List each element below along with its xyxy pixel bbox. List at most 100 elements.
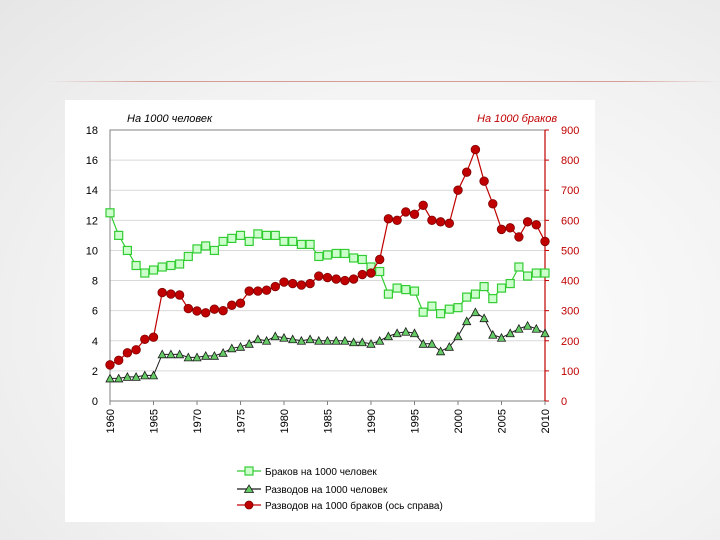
marriages-point bbox=[357, 254, 367, 265]
marriages-point bbox=[427, 301, 437, 311]
marriages-point bbox=[436, 309, 446, 319]
series-line-divorces bbox=[110, 311, 546, 379]
divorce-ratio-point bbox=[314, 271, 324, 281]
x-tick-label: 1960 bbox=[105, 409, 117, 433]
divorces-point bbox=[496, 332, 507, 342]
marriages-point bbox=[131, 260, 141, 271]
divorces-point bbox=[409, 328, 420, 338]
divorce-ratio-point bbox=[392, 215, 402, 226]
divorces-point bbox=[479, 313, 489, 323]
legend-label-marriages: Браков на 1000 человек bbox=[265, 467, 377, 478]
marriages-point bbox=[349, 253, 359, 263]
divorce-ratio-point bbox=[514, 232, 524, 242]
divorces-point bbox=[157, 349, 167, 359]
marriages-point bbox=[209, 245, 219, 256]
marriages-point bbox=[235, 230, 246, 240]
divorces-point bbox=[418, 338, 428, 348]
marriages-point bbox=[375, 266, 385, 277]
divorce-ratio-point bbox=[444, 218, 455, 229]
divorce-ratio-point bbox=[261, 285, 272, 295]
divorce-ratio-point bbox=[462, 167, 472, 177]
right-tick-label: 800 bbox=[561, 155, 579, 167]
divorces-point bbox=[470, 307, 481, 317]
marriages-point bbox=[288, 236, 298, 247]
marriages-point bbox=[523, 271, 533, 281]
divorce-ratio-point bbox=[148, 332, 159, 342]
marriages-point bbox=[340, 248, 350, 259]
left-axis-title: На 1000 человек bbox=[127, 113, 213, 125]
marriages-point bbox=[270, 230, 280, 240]
divorce-ratio-point bbox=[200, 308, 211, 318]
right-tick-label: 900 bbox=[561, 125, 579, 137]
legend-item-divorce-ratio: Разводов на 1000 браков (ось справа) bbox=[237, 500, 443, 512]
marriages-point bbox=[392, 283, 402, 293]
divorce-ratio-point bbox=[488, 199, 498, 209]
divorce-ratio-point bbox=[279, 277, 289, 287]
divorce-ratio-point bbox=[157, 287, 167, 298]
divorce-ratio-point bbox=[383, 214, 394, 224]
divorces-point bbox=[148, 370, 159, 380]
marriages-point bbox=[383, 289, 393, 299]
divorces-point bbox=[514, 323, 524, 333]
divorces-point bbox=[322, 335, 333, 345]
marriages-point bbox=[218, 236, 228, 247]
marriages-point bbox=[322, 250, 333, 260]
divorce-ratio-point bbox=[174, 290, 185, 300]
divorces-point bbox=[122, 372, 133, 381]
divorces-point bbox=[522, 320, 533, 330]
marriages-point bbox=[409, 286, 420, 296]
divorces-point bbox=[314, 335, 324, 345]
divorce-ratio-point bbox=[340, 275, 350, 286]
divorce-ratio-point bbox=[114, 355, 124, 366]
chart-svg: 0 2 4 6 8 10 12 14 16 18 0 100 200 300 400 500 600 700 800… bbox=[86, 113, 580, 512]
legend-item-marriages: Браков на 1000 человек bbox=[237, 466, 377, 478]
divorces-point bbox=[331, 335, 341, 345]
marriages-point bbox=[331, 248, 341, 259]
marriages-point bbox=[296, 239, 306, 250]
divorce-ratio-point bbox=[227, 300, 237, 310]
right-tick-label: 200 bbox=[561, 336, 579, 348]
left-tick-label: 4 bbox=[92, 336, 98, 348]
divorces-point bbox=[427, 338, 437, 348]
marriages-point bbox=[174, 259, 185, 269]
divorce-ratio-point bbox=[322, 272, 333, 283]
marriages-point bbox=[253, 229, 263, 239]
marriages-point bbox=[122, 245, 133, 256]
x-tick-label: 1965 bbox=[149, 409, 161, 433]
divorces-point bbox=[435, 346, 446, 356]
divorces-point bbox=[375, 335, 385, 345]
divorces-point bbox=[209, 350, 220, 360]
marriages-point bbox=[114, 230, 124, 240]
divorces-point bbox=[261, 335, 272, 345]
x-tick-label: 1995 bbox=[410, 409, 422, 433]
marriages-point bbox=[505, 278, 515, 289]
divorce-ratio-point bbox=[131, 345, 141, 355]
left-tick-label: 18 bbox=[86, 125, 98, 137]
left-tick-label: 12 bbox=[86, 215, 98, 227]
left-tick-label: 0 bbox=[92, 396, 98, 408]
divorce-ratio-point bbox=[479, 176, 489, 186]
x-tick-label: 2000 bbox=[453, 409, 465, 433]
marriages-point bbox=[540, 268, 550, 278]
divorces-point bbox=[105, 373, 115, 383]
x-tick-label: 1980 bbox=[279, 409, 291, 433]
left-tick-label: 2 bbox=[92, 366, 98, 378]
divorce-ratio-point bbox=[522, 217, 533, 227]
right-tick-label: 0 bbox=[561, 396, 567, 408]
divorce-ratio-point bbox=[435, 217, 446, 227]
right-tick-label: 300 bbox=[561, 306, 579, 318]
divorces-point bbox=[253, 334, 263, 344]
right-tick-label: 600 bbox=[561, 215, 579, 227]
divorces-point bbox=[174, 349, 185, 359]
divorces-point bbox=[340, 335, 350, 345]
left-tick-label: 10 bbox=[86, 245, 98, 257]
x-tick-label: 1990 bbox=[366, 409, 378, 433]
divorce-ratio-point bbox=[357, 269, 368, 280]
divorce-ratio-point bbox=[218, 305, 228, 316]
divorce-ratio-point bbox=[366, 268, 376, 278]
divorces-point bbox=[114, 373, 124, 383]
marriages-point bbox=[531, 268, 541, 278]
divorces-point bbox=[305, 334, 315, 344]
divorces-point bbox=[348, 337, 359, 347]
marriages-point bbox=[488, 294, 498, 304]
